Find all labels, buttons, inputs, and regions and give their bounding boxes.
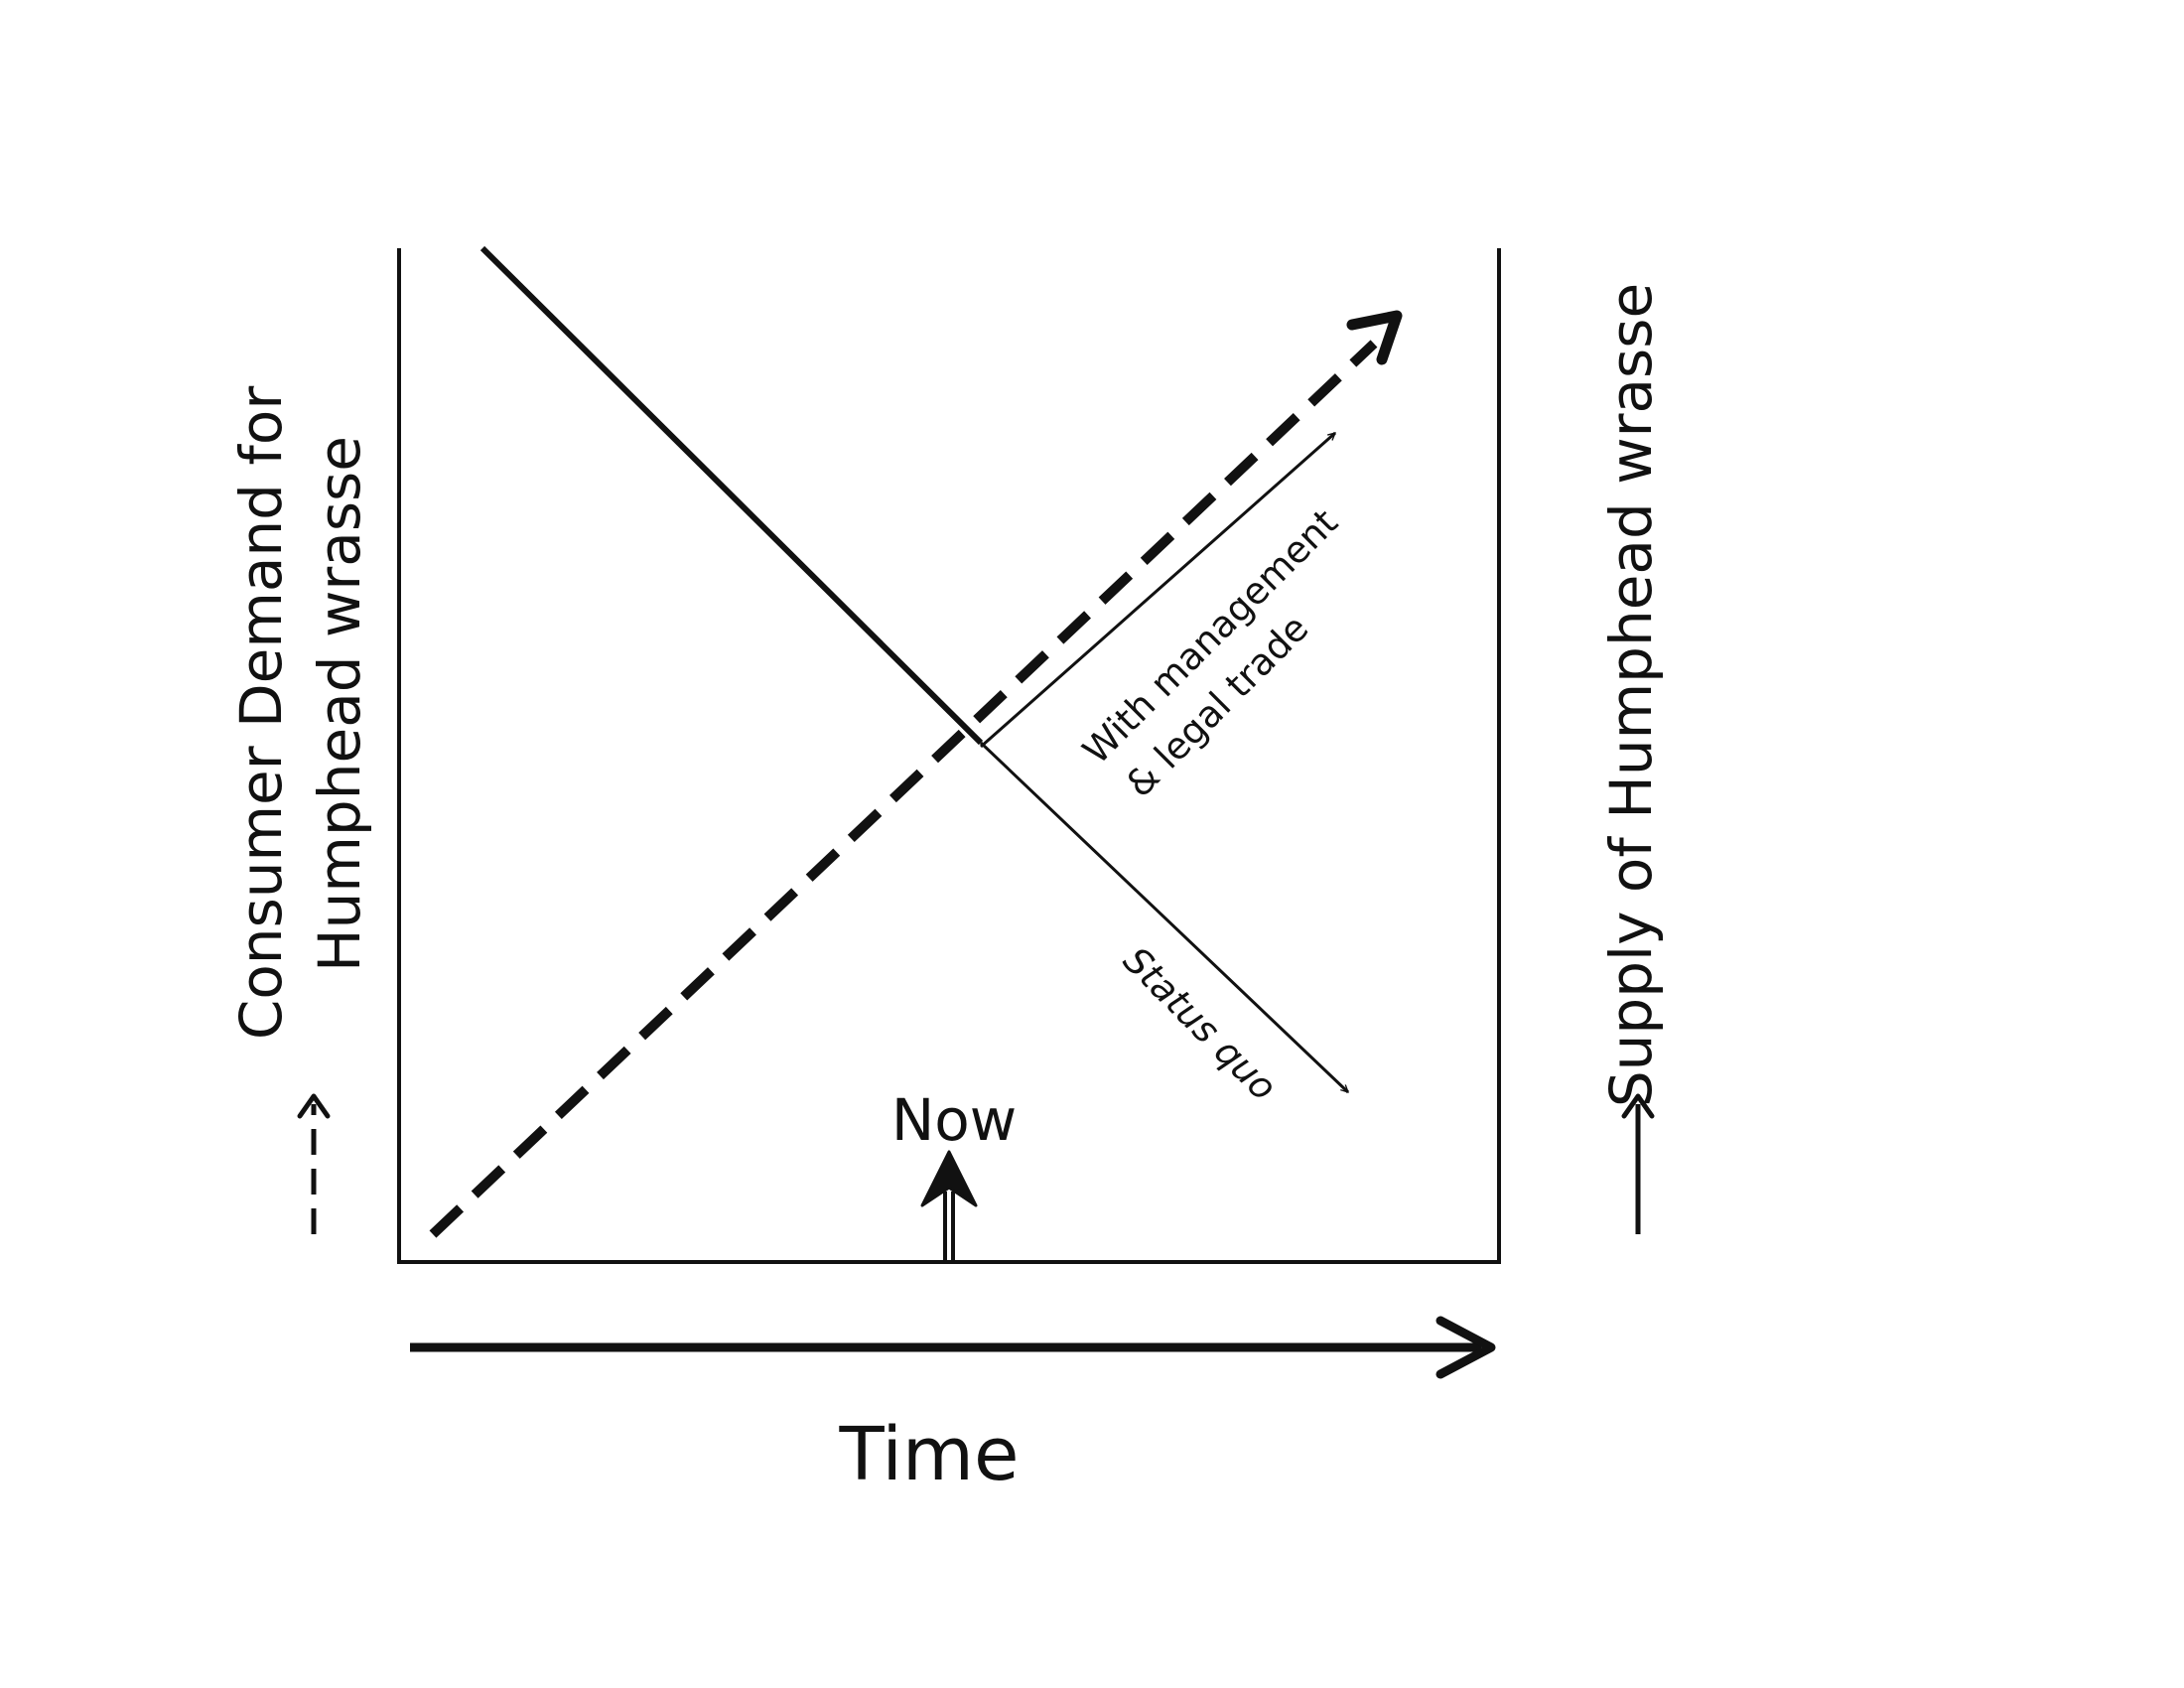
demand-line <box>429 340 1378 1238</box>
supply-legend-arrowhead <box>1621 1093 1655 1119</box>
status-quo-label: Status quo <box>1115 939 1285 1109</box>
supply-line-historic <box>479 245 984 746</box>
demand-legend-arrowhead <box>297 1093 331 1119</box>
status-quo-line <box>979 741 1348 1094</box>
now-label: Now <box>891 1086 1017 1154</box>
plot-frame <box>397 248 1501 1264</box>
time-axis-arrowhead <box>1435 1316 1496 1379</box>
demand-axis-label-line2: Humphead wrasse <box>306 436 373 972</box>
time-label: Time <box>838 1412 1019 1497</box>
supply-axis-label: Supply of Humphead wrasse <box>1597 283 1665 1107</box>
demand-axis-label-line1: Consumer Demand for <box>227 386 295 1040</box>
managed-trade-line <box>980 431 1335 749</box>
demand-arrowhead <box>1346 310 1403 365</box>
now-arrowhead <box>920 1150 978 1207</box>
